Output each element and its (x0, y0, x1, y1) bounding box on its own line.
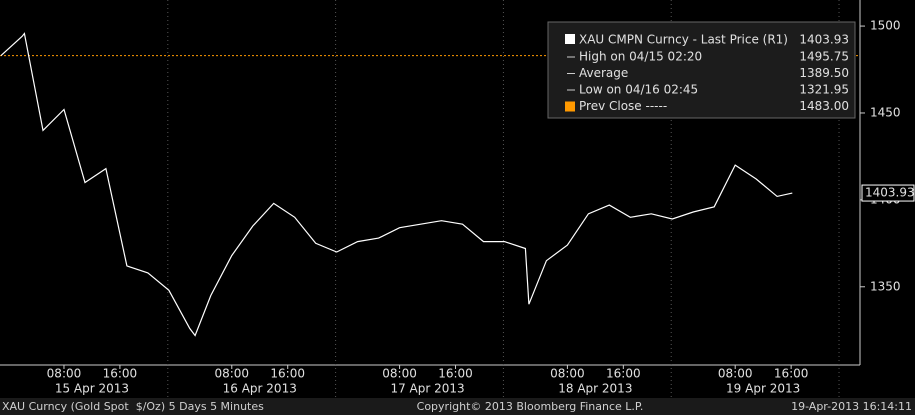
legend-label: Low on 04/16 02:45 (579, 83, 698, 97)
legend-value: 1321.95 (799, 83, 849, 97)
price-line (0, 32, 793, 337)
y-tick-label: 1450 (870, 105, 901, 119)
y-tick-label: 1500 (870, 19, 901, 33)
day-label: 17 Apr 2013 (390, 382, 464, 396)
day-label: 16 Apr 2013 (223, 382, 297, 396)
legend-value: 1389.50 (799, 66, 849, 80)
legend: XAU CMPN Curncy - Last Price (R1) 1403.9… (547, 21, 856, 119)
x-tick-label: 16:00 (103, 367, 138, 381)
footer-right: 19-Apr-2013 16:14:11 (791, 400, 912, 413)
footer-left: XAU Curncy (Gold Spot $/Oz) 5 Days 5 Min… (2, 400, 264, 413)
x-tick-label: 08:00 (550, 367, 585, 381)
legend-swatch (565, 34, 575, 44)
x-tick-label: 08:00 (718, 367, 753, 381)
footer-center: Copyright© 2013 Bloomberg Finance L.P. (417, 400, 644, 413)
legend-value: 1403.93 (799, 33, 849, 47)
x-tick-label: 08:00 (382, 367, 417, 381)
legend-label: XAU CMPN Curncy - Last Price (R1) (579, 33, 788, 47)
x-tick-label: 16:00 (438, 367, 473, 381)
y-tick-label: 1350 (870, 279, 901, 293)
legend-value: 1495.75 (799, 50, 849, 64)
last-price-label: 1403.93 (865, 186, 915, 200)
day-label: 19 Apr 2013 (726, 382, 800, 396)
day-label: 15 Apr 2013 (55, 382, 129, 396)
legend-label: High on 04/15 02:20 (579, 50, 702, 64)
legend-box (547, 21, 856, 119)
footer-bar (0, 398, 915, 415)
legend-label: Prev Close ----- (579, 99, 667, 113)
x-tick-label: 16:00 (270, 367, 305, 381)
legend-value: 1483.00 (799, 99, 849, 113)
x-tick-label: 08:00 (214, 367, 249, 381)
x-tick-label: 08:00 (47, 367, 82, 381)
last-price-tag (861, 184, 915, 202)
x-tick-label: 16:00 (774, 367, 809, 381)
x-tick-label: 16:00 (606, 367, 641, 381)
legend-label: Average (579, 66, 628, 80)
legend-rows: High on 04/15 02:20 1495.75 Average 1389.50… (565, 50, 849, 113)
legend-swatch (565, 101, 575, 112)
day-label: 18 Apr 2013 (558, 382, 632, 396)
